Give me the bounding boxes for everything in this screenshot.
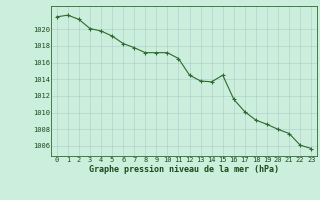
X-axis label: Graphe pression niveau de la mer (hPa): Graphe pression niveau de la mer (hPa) bbox=[89, 165, 279, 174]
